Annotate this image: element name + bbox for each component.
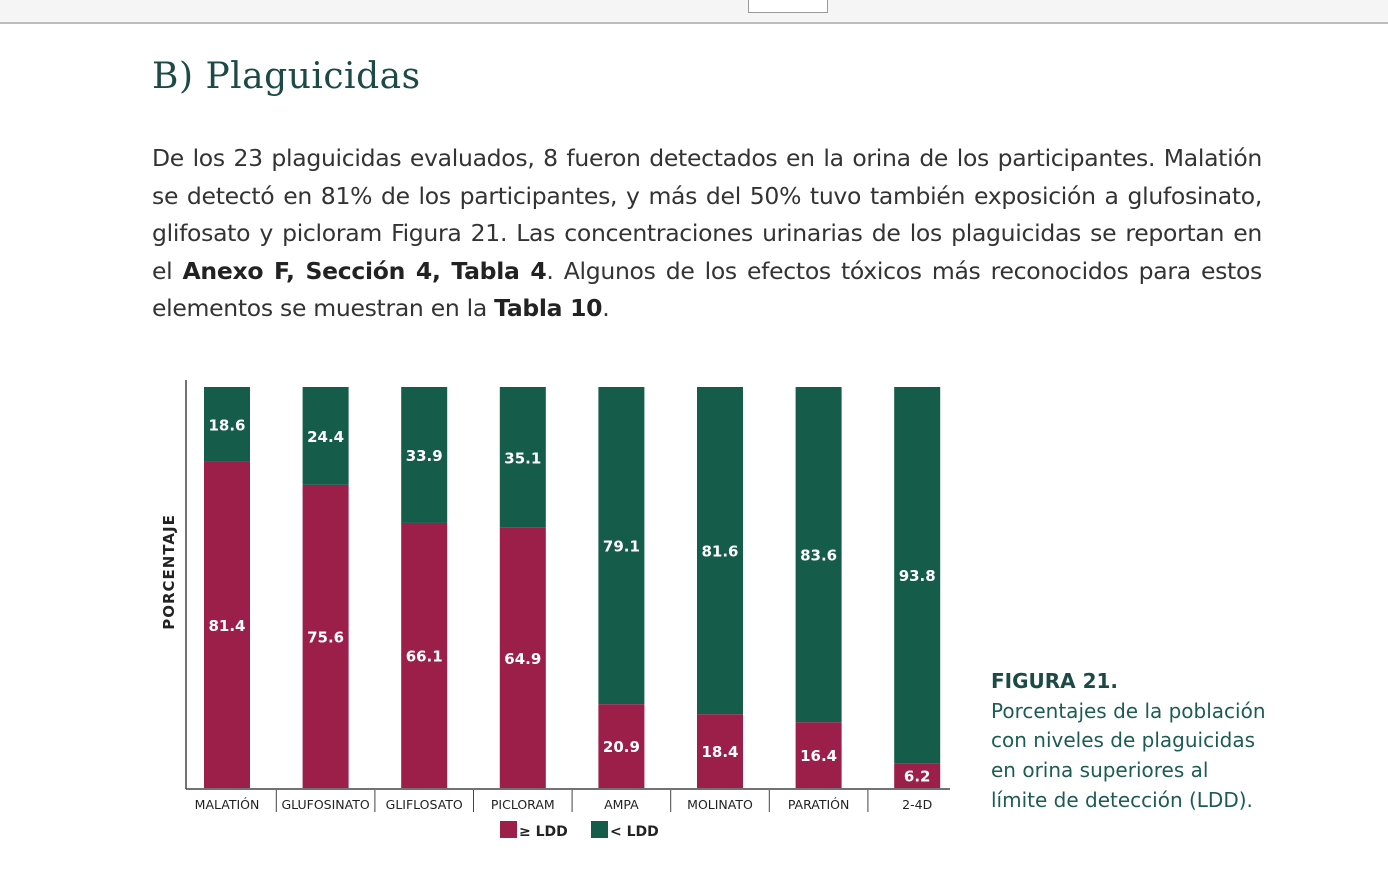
bar-segment <box>499 527 546 788</box>
bar-segment <box>401 387 448 523</box>
data-label: 24.4 <box>307 428 344 446</box>
text: . <box>602 294 610 322</box>
x-tick-label: PICLORAM <box>491 797 555 812</box>
data-label: 75.6 <box>307 628 344 646</box>
bar-segment <box>302 484 349 788</box>
data-label: 79.1 <box>603 538 640 556</box>
bar-segment <box>697 714 743 788</box>
bar-segment <box>795 722 842 788</box>
x-tick-label: MALATIÓN <box>195 797 260 812</box>
data-label: 64.9 <box>504 650 541 668</box>
figure-caption: FIGURA 21. Porcentajes de la población c… <box>991 667 1271 816</box>
bar-segment <box>204 461 250 788</box>
data-label: 6.2 <box>904 768 931 786</box>
data-label: 18.6 <box>208 416 245 434</box>
text: De los 23 plaguicidas evaluados, 8 fuero… <box>152 144 1262 285</box>
data-label: 66.1 <box>406 647 443 665</box>
legend-label: < LDD <box>610 824 659 840</box>
data-label: 93.8 <box>899 567 936 585</box>
bar-segment <box>598 387 645 705</box>
bar-segment <box>894 763 941 788</box>
data-label: 83.6 <box>800 547 837 565</box>
data-label: 81.6 <box>701 543 738 561</box>
bar-segment <box>302 387 349 485</box>
caption-text: Porcentajes de la población con niveles … <box>991 698 1266 812</box>
bar-segment <box>697 387 743 715</box>
data-label: 33.9 <box>406 447 443 465</box>
x-tick-label: AMPA <box>604 797 639 812</box>
data-label: 35.1 <box>504 449 541 467</box>
viewer-toolbar <box>0 0 1388 24</box>
bar-segment <box>598 704 645 788</box>
bar-segment <box>401 522 448 788</box>
bar-segment <box>499 387 546 528</box>
x-tick-label: 2-4D <box>902 797 932 812</box>
legend-swatch <box>500 821 517 838</box>
section-title: B) Plaguicidas <box>152 56 421 97</box>
x-tick-label: GLIFLOSATO <box>386 797 463 812</box>
y-axis-label: PORCENTAJE <box>160 514 178 630</box>
x-tick-label: GLUFOSINATO <box>281 797 369 812</box>
figure-number: FIGURA 21. <box>991 669 1119 693</box>
text: . Algunos de los efectos tóxicos más rec… <box>152 256 1262 323</box>
annex-reference: Anexo F, Sección 4, Tabla 4 <box>182 256 547 285</box>
legend-label: ≥ LDD <box>519 824 568 840</box>
x-tick-label: PARATIÓN <box>788 797 850 812</box>
x-tick-label: MOLINATO <box>687 797 753 812</box>
body-paragraph: De los 23 plaguicidas evaluados, 8 fuero… <box>152 140 1262 328</box>
data-label: 20.9 <box>603 738 640 756</box>
page-indicator[interactable] <box>748 0 828 13</box>
data-label: 81.4 <box>208 617 245 635</box>
bar-segment <box>894 387 941 764</box>
bar-segment <box>795 387 842 723</box>
data-label: 18.4 <box>701 743 738 761</box>
table-reference: Tabla 10 <box>494 294 603 322</box>
data-label: 16.4 <box>800 747 837 765</box>
legend-swatch <box>591 821 608 838</box>
bar-segment <box>204 387 250 462</box>
